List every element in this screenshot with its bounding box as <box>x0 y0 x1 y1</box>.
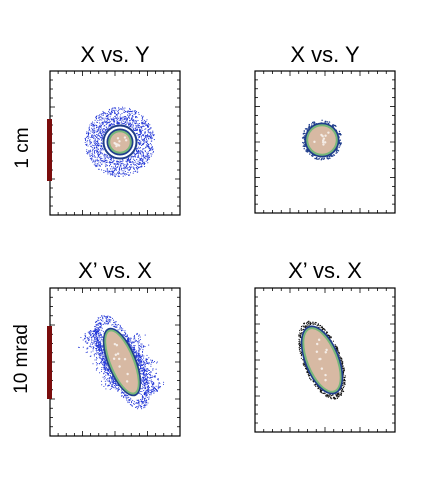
core-3-center <box>304 329 340 391</box>
core-1-center <box>308 126 336 154</box>
title-bottom-right: X’ vs. X <box>288 258 362 283</box>
core-0 <box>106 128 134 156</box>
core-2-center <box>106 331 138 393</box>
panel-0 <box>49 70 181 216</box>
panel-3 <box>254 287 396 433</box>
core-3 <box>300 325 344 395</box>
title-top-right: X vs. Y <box>290 42 360 67</box>
halo-points-0 <box>84 106 155 178</box>
scale-bar-bottom <box>47 326 52 399</box>
core-ring-0 <box>102 124 138 160</box>
panel-1 <box>254 70 396 214</box>
core-1 <box>304 122 340 158</box>
title-top-left: X vs. Y <box>80 42 150 67</box>
core-2 <box>102 327 142 397</box>
panel-2 <box>49 287 181 437</box>
title-bottom-left: X’ vs. X <box>78 258 152 283</box>
scale-bar-top <box>47 119 52 181</box>
